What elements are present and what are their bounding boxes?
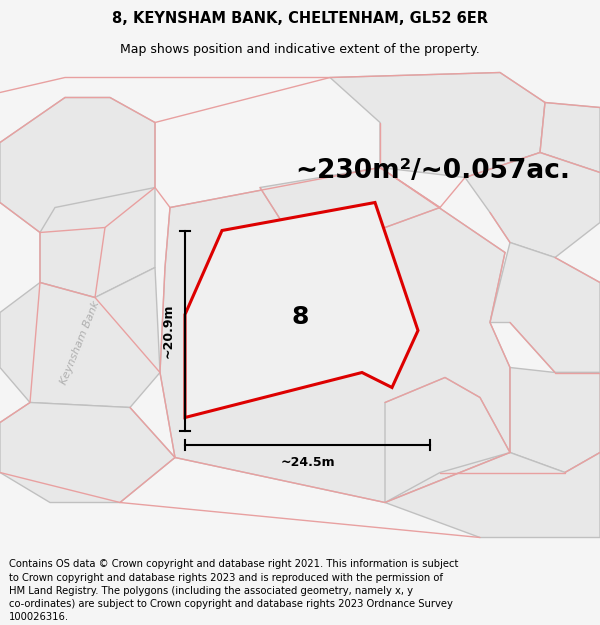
Polygon shape xyxy=(490,242,600,372)
Polygon shape xyxy=(160,168,510,502)
Polygon shape xyxy=(0,402,175,502)
Polygon shape xyxy=(385,378,510,503)
Polygon shape xyxy=(385,452,600,538)
Polygon shape xyxy=(330,72,545,178)
Polygon shape xyxy=(185,202,418,418)
Text: Keynsham Bank: Keynsham Bank xyxy=(59,299,101,386)
Text: 8, KEYNSHAM BANK, CHELTENHAM, GL52 6ER: 8, KEYNSHAM BANK, CHELTENHAM, GL52 6ER xyxy=(112,11,488,26)
Text: Contains OS data © Crown copyright and database right 2021. This information is : Contains OS data © Crown copyright and d… xyxy=(9,559,458,622)
Text: 8: 8 xyxy=(292,306,308,329)
Text: Map shows position and indicative extent of the property.: Map shows position and indicative extent… xyxy=(120,44,480,56)
Polygon shape xyxy=(540,102,600,172)
Polygon shape xyxy=(510,368,600,472)
Polygon shape xyxy=(465,152,600,258)
Polygon shape xyxy=(40,188,155,298)
Text: ~24.5m: ~24.5m xyxy=(280,456,335,469)
Text: ~230m²/~0.057ac.: ~230m²/~0.057ac. xyxy=(295,158,570,184)
Polygon shape xyxy=(0,268,160,408)
Text: ~20.9m: ~20.9m xyxy=(162,303,175,358)
Polygon shape xyxy=(260,168,440,242)
Polygon shape xyxy=(0,98,155,232)
